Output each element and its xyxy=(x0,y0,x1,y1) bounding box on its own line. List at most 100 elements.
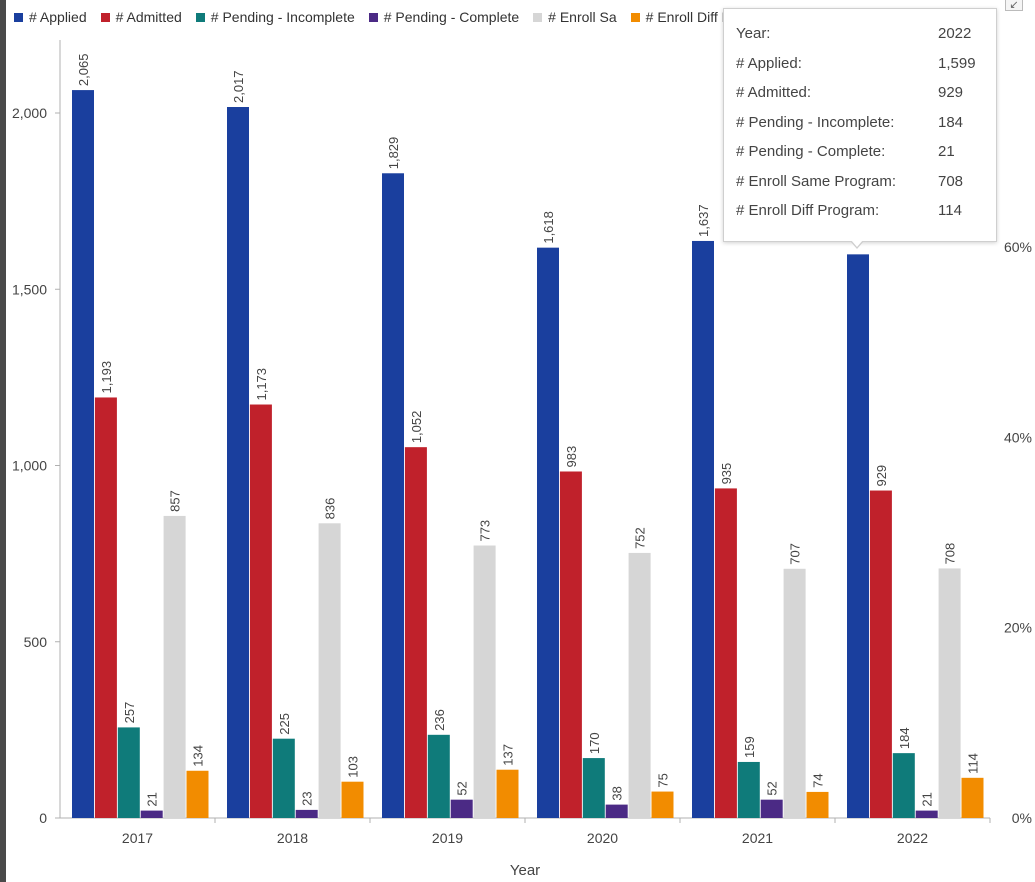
bar-value-label: 1,637 xyxy=(696,204,711,237)
bar-value-label: 137 xyxy=(501,744,516,766)
bar xyxy=(582,758,605,818)
tooltip-row: # Enroll Diff Program: 114 xyxy=(736,196,984,226)
bar xyxy=(295,809,318,818)
bar-value-label: 134 xyxy=(191,745,206,767)
tooltip-row: Year: 2022 xyxy=(736,19,984,49)
bar xyxy=(892,753,915,818)
bar-value-label: 52 xyxy=(765,781,780,795)
bar xyxy=(272,738,295,818)
y2-tick-label: 0% xyxy=(1012,810,1032,826)
bar-value-label: 708 xyxy=(943,543,958,565)
bar-value-label: 836 xyxy=(323,498,338,520)
bar-value-label: 707 xyxy=(788,543,803,565)
y2-tick-label: 60% xyxy=(1004,239,1032,255)
bar-value-label: 21 xyxy=(145,792,160,806)
bar-value-label: 1,052 xyxy=(409,411,424,444)
data-tooltip: Year: 2022 # Applied: 1,599 # Admitted: 929 # … xyxy=(723,8,997,242)
bar xyxy=(249,404,272,818)
bar xyxy=(341,781,364,818)
bar xyxy=(869,490,892,818)
bar-value-label: 2,017 xyxy=(231,70,246,103)
x-tick-label: 2018 xyxy=(277,830,308,846)
bar-value-label: 170 xyxy=(587,732,602,754)
bar-value-label: 114 xyxy=(966,753,981,774)
x-tick-label: 2022 xyxy=(897,830,928,846)
tooltip-label: Year: xyxy=(736,25,771,43)
collapse-icon[interactable]: ↙ xyxy=(1005,0,1023,11)
bar-value-label: 857 xyxy=(168,490,183,512)
bar xyxy=(72,90,94,818)
bar-value-label: 23 xyxy=(300,791,315,805)
tooltip-value: 929 xyxy=(938,84,964,102)
bar xyxy=(760,799,783,818)
tooltip-label: # Pending - Complete: xyxy=(736,143,886,161)
bar xyxy=(117,727,140,818)
bar-value-label: 257 xyxy=(122,702,137,724)
tooltip-label: # Pending - Incomplete: xyxy=(736,113,895,131)
tooltip-value: 184 xyxy=(938,113,964,131)
bar xyxy=(938,568,961,818)
legend-item[interactable]: # Pending - Complete xyxy=(368,9,519,25)
bar xyxy=(783,568,806,818)
bar xyxy=(163,515,186,818)
bar xyxy=(692,240,714,818)
legend-item[interactable]: # Pending - Incomplete xyxy=(195,9,355,25)
bar xyxy=(628,552,651,818)
tooltip-value: 1,599 xyxy=(938,54,976,72)
legend-label: # Admitted xyxy=(115,9,182,25)
tooltip-value: 21 xyxy=(938,143,955,161)
tooltip-label: # Enroll Diff Program: xyxy=(736,202,880,220)
tooltip-value: 708 xyxy=(938,172,964,190)
chart-legend: # Applied # Admitted # Pending - Incomplet… xyxy=(14,6,734,28)
bar-value-label: 225 xyxy=(277,713,292,735)
x-axis-title: Year xyxy=(510,862,540,879)
bar xyxy=(318,523,341,818)
bar-value-label: 935 xyxy=(719,463,734,485)
legend-swatch xyxy=(368,12,378,22)
y-tick-label: 1,000 xyxy=(12,458,47,474)
bar xyxy=(915,810,938,818)
bar xyxy=(714,488,737,818)
legend-item[interactable]: # Enroll Sa xyxy=(533,9,617,25)
bar-value-label: 236 xyxy=(432,709,447,731)
tooltip-label: # Applied: xyxy=(736,54,802,72)
bar-value-label: 52 xyxy=(455,781,470,795)
bar-value-label: 159 xyxy=(742,736,757,758)
legend-item[interactable]: # Applied xyxy=(14,9,87,25)
bar xyxy=(227,107,249,818)
x-tick-label: 2021 xyxy=(742,830,773,846)
y2-tick-label: 20% xyxy=(1004,620,1032,636)
bar xyxy=(382,173,404,819)
bar xyxy=(140,810,163,818)
bar-value-label: 75 xyxy=(656,773,671,787)
legend-swatch xyxy=(195,12,205,22)
legend-item[interactable]: # Admitted xyxy=(100,9,182,25)
y-tick-label: 1,500 xyxy=(12,281,47,297)
y-tick-label: 500 xyxy=(24,634,48,650)
bar xyxy=(473,545,496,818)
legend-label: # Enroll Sa xyxy=(548,9,617,25)
legend-item[interactable]: # Enroll Diff Program xyxy=(630,9,734,25)
bar xyxy=(806,791,829,818)
bar-value-label: 74 xyxy=(811,773,826,787)
bar xyxy=(427,734,450,818)
window-edge xyxy=(0,0,6,882)
bar-value-label: 1,829 xyxy=(386,137,401,170)
bar-value-label: 184 xyxy=(897,727,912,749)
bar xyxy=(559,471,582,818)
tooltip-label: # Admitted: xyxy=(736,84,812,102)
tooltip-row: # Pending - Complete: 21 xyxy=(736,137,984,167)
bar-value-label: 21 xyxy=(920,792,935,806)
tooltip-row: # Enroll Same Program: 708 xyxy=(736,167,984,197)
bar-value-label: 2,065 xyxy=(76,54,91,87)
legend-swatch xyxy=(533,12,543,22)
bar-value-label: 1,173 xyxy=(254,368,269,401)
bar-value-label: 983 xyxy=(564,446,579,468)
bar-value-label: 103 xyxy=(346,756,361,778)
tooltip-row: # Pending - Incomplete: 184 xyxy=(736,108,984,138)
bar xyxy=(94,397,117,818)
x-tick-label: 2020 xyxy=(587,830,618,846)
tooltip-pointer-fill xyxy=(851,240,863,247)
tooltip-value: 114 xyxy=(938,202,962,220)
